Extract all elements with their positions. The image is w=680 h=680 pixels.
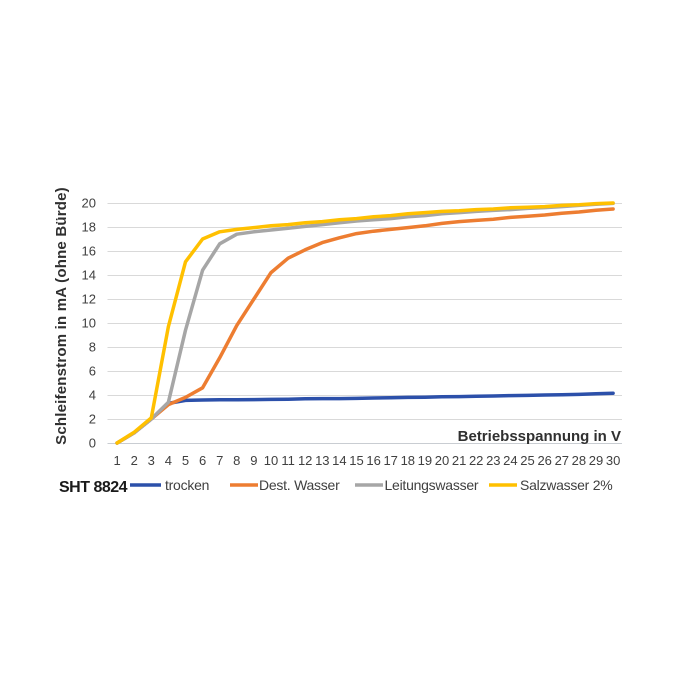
svg-text:16: 16 [82, 244, 96, 259]
svg-text:16: 16 [366, 453, 380, 468]
svg-text:5: 5 [182, 453, 189, 468]
svg-text:28: 28 [572, 453, 586, 468]
svg-text:20: 20 [435, 453, 449, 468]
svg-text:24: 24 [503, 453, 517, 468]
svg-text:Leitungswasser: Leitungswasser [385, 477, 479, 493]
svg-text:26: 26 [537, 453, 551, 468]
svg-text:30: 30 [606, 453, 620, 468]
svg-text:9: 9 [250, 453, 257, 468]
svg-text:8: 8 [89, 340, 96, 355]
svg-text:29: 29 [589, 453, 603, 468]
svg-text:8: 8 [233, 453, 240, 468]
svg-text:7: 7 [216, 453, 223, 468]
svg-text:Salzwasser 2%: Salzwasser 2% [520, 477, 612, 493]
svg-text:12: 12 [298, 453, 312, 468]
svg-text:Schleifenstrom in mA (ohne Bür: Schleifenstrom in mA (ohne Bürde) [53, 187, 70, 445]
svg-text:4: 4 [89, 388, 96, 403]
svg-text:6: 6 [199, 453, 206, 468]
svg-text:17: 17 [383, 453, 397, 468]
svg-text:Dest. Wasser: Dest. Wasser [259, 477, 340, 493]
svg-text:1: 1 [113, 453, 120, 468]
svg-text:21: 21 [452, 453, 466, 468]
svg-text:11: 11 [281, 453, 295, 468]
svg-text:2: 2 [131, 453, 138, 468]
svg-text:10: 10 [82, 316, 96, 331]
svg-text:trocken: trocken [165, 477, 209, 493]
svg-text:18: 18 [82, 220, 96, 235]
svg-text:23: 23 [486, 453, 500, 468]
svg-text:2: 2 [89, 412, 96, 427]
svg-text:12: 12 [82, 292, 96, 307]
svg-text:6: 6 [89, 364, 96, 379]
svg-text:27: 27 [555, 453, 569, 468]
svg-text:SHT 8824: SHT 8824 [59, 479, 128, 496]
svg-text:4: 4 [165, 453, 172, 468]
svg-text:15: 15 [349, 453, 363, 468]
svg-text:14: 14 [82, 268, 96, 283]
svg-text:Betriebsspannung in V: Betriebsspannung in V [458, 428, 621, 445]
svg-text:22: 22 [469, 453, 483, 468]
svg-text:13: 13 [315, 453, 329, 468]
svg-text:20: 20 [82, 196, 96, 211]
svg-text:10: 10 [264, 453, 278, 468]
svg-text:19: 19 [418, 453, 432, 468]
svg-text:25: 25 [520, 453, 534, 468]
svg-text:0: 0 [89, 436, 96, 451]
svg-text:14: 14 [332, 453, 346, 468]
svg-text:18: 18 [401, 453, 415, 468]
svg-text:3: 3 [148, 453, 155, 468]
